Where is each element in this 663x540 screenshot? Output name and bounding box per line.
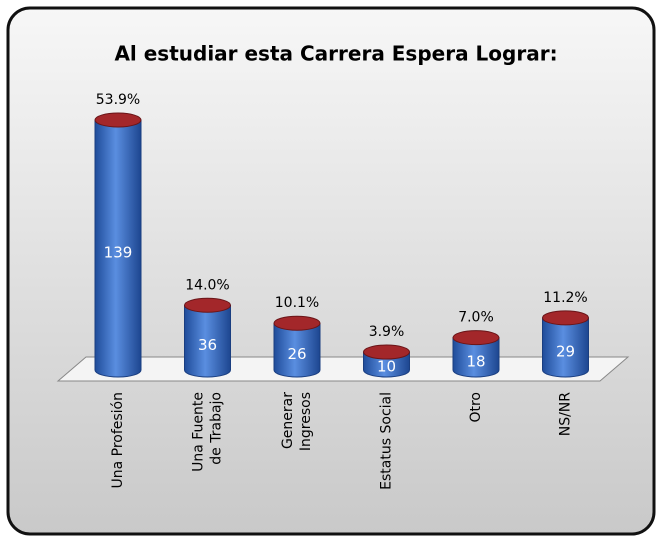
value-label: 10 — [377, 358, 396, 376]
bar-top — [452, 330, 500, 346]
bar-top — [94, 112, 142, 128]
percent-label: 53.9% — [96, 92, 140, 108]
x-tick-label: Otro — [468, 392, 484, 423]
panel — [6, 6, 656, 536]
x-tick-label: de Trabajo — [209, 392, 225, 465]
x-tick-label: Estatus Social — [379, 392, 395, 490]
bar — [184, 304, 231, 378]
value-label: 26 — [287, 345, 306, 363]
x-tick-label: Una Fuente — [191, 392, 207, 472]
bar — [273, 322, 321, 378]
percent-label: 7.0% — [458, 310, 494, 326]
chart-title: Al estudiar esta Carrera Espera Lograr: — [114, 42, 557, 66]
bar-top — [184, 297, 231, 313]
bar — [94, 119, 142, 378]
x-tick-label: NS/NR — [558, 392, 574, 437]
value-label: 139 — [104, 244, 133, 262]
bar-top — [273, 315, 321, 331]
percent-label: 14.0% — [185, 277, 229, 293]
bar — [542, 317, 589, 378]
x-tick-label: Ingresos — [298, 392, 314, 451]
bar-top — [542, 310, 589, 326]
percent-label: 11.2% — [543, 290, 587, 306]
value-label: 18 — [466, 352, 485, 370]
bar — [452, 337, 500, 378]
percent-label: 10.1% — [275, 295, 319, 311]
percent-label: 3.9% — [369, 324, 405, 340]
value-label: 29 — [556, 342, 575, 360]
bar-top — [363, 344, 410, 360]
x-tick-label: Generar — [280, 392, 296, 449]
x-tick-label: Una Profesión — [110, 392, 126, 489]
value-label: 36 — [198, 336, 217, 354]
